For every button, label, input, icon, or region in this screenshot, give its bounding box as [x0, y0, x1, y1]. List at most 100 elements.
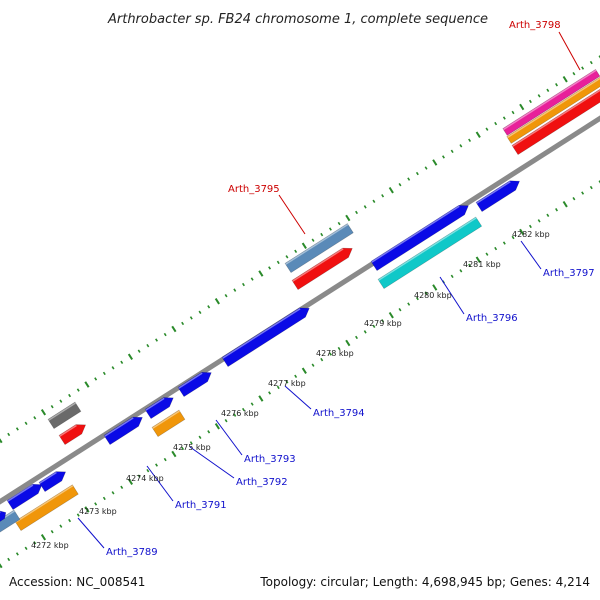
inner-tick [40, 534, 47, 541]
outer-tick [381, 194, 385, 198]
inner-tick [241, 407, 245, 412]
inner-tick [450, 274, 454, 279]
leader-line [146, 465, 174, 502]
inner-tick [407, 302, 411, 306]
outer-tick [546, 88, 550, 92]
inner-tick [7, 557, 11, 562]
outer-tick [398, 182, 402, 187]
scale-label: 4277 kbp [268, 379, 306, 388]
outer-tick [598, 55, 600, 59]
gene-label: Arth_3794 [313, 408, 365, 419]
leader-line [215, 419, 243, 456]
gene-feature [103, 416, 143, 446]
outer-tick [485, 127, 489, 131]
scale-label: 4273 kbp [79, 507, 117, 516]
inner-tick [94, 502, 98, 506]
inner-tick [301, 367, 307, 374]
outer-tick [24, 421, 28, 426]
inner-tick [137, 474, 141, 478]
inner-tick [372, 324, 376, 329]
scale-label: 4276 kbp [221, 409, 259, 418]
inner-tick [311, 363, 315, 367]
outer-tick [163, 332, 167, 337]
inner-tick [33, 541, 37, 545]
inner-tick [320, 357, 324, 362]
gene-label: Arth_3789 [106, 547, 158, 558]
inner-tick [50, 530, 54, 534]
gene-label: Arth_3797 [543, 268, 595, 279]
scale-label: 4278 kbp [316, 349, 354, 358]
outer-tick [250, 277, 254, 281]
outer-tick [171, 325, 177, 333]
outer-tick [459, 144, 463, 148]
inner-tick [155, 463, 159, 467]
inner-tick [198, 435, 202, 440]
inner-tick [337, 346, 341, 351]
scale-labels: 4272 kbp 4273 kbp 4274 kbp 4275 kbp 4276 kbp… [31, 230, 550, 550]
leader-line [439, 276, 465, 315]
outer-tick [450, 149, 454, 154]
outer-tick [311, 238, 315, 242]
outer-tick [189, 316, 193, 320]
gene-feature [291, 247, 353, 291]
outer-tick [328, 227, 332, 231]
inner-tick [555, 208, 559, 212]
outer-tick [68, 393, 72, 398]
outer-tick [537, 94, 541, 98]
gene-feature [177, 371, 212, 398]
inner-tick [328, 352, 332, 356]
scale-label: 4275 kbp [173, 443, 211, 452]
outer-tick [345, 214, 351, 222]
inner-tick [181, 446, 185, 451]
inner-tick [0, 563, 3, 569]
gene-feature-highlight [48, 402, 76, 421]
inner-tick [258, 395, 264, 402]
outer-tick [511, 110, 515, 115]
gene-feature-highlight [59, 424, 77, 437]
gene-label: Arth_3793 [244, 454, 296, 465]
gene-label: Arth_3795 [228, 184, 280, 195]
leader-line [558, 31, 581, 71]
inner-tick [363, 330, 367, 334]
outer-tick [337, 221, 341, 226]
inner-tick [24, 546, 28, 551]
outer-tick [363, 205, 367, 209]
outer-tick [268, 266, 272, 270]
scale-label: 4281 kbp [463, 260, 501, 269]
inner-tick [146, 468, 150, 473]
gene-feature-highlight [152, 410, 180, 429]
outer-tick [15, 427, 19, 431]
outer-tick [441, 155, 445, 159]
inner-tick [502, 241, 506, 245]
scale-label: 4280 kbp [414, 291, 452, 300]
outer-tick [285, 255, 289, 259]
outer-tick [102, 371, 106, 376]
leader-line [520, 240, 542, 270]
inner-tick [485, 252, 489, 256]
gene-feature [58, 424, 87, 446]
inner-tick [581, 191, 585, 195]
gene-feature [370, 205, 469, 272]
inner-tick [475, 256, 481, 263]
outer-tick [50, 405, 54, 409]
outer-tick [301, 242, 307, 249]
gene-feature-highlight [222, 308, 301, 359]
inner-tick [494, 246, 498, 251]
accession-text: Accession: NC_008541 [9, 575, 145, 589]
outer-tick [198, 310, 202, 315]
outer-tick [127, 353, 133, 360]
inner-tick [345, 339, 351, 347]
inner-tick [468, 263, 472, 267]
gene-feature-highlight [506, 77, 600, 139]
outer-tick [388, 186, 394, 194]
inner-tick [294, 374, 298, 378]
inner-tick [511, 235, 515, 240]
inner-tick [424, 291, 428, 295]
inner-tick [589, 185, 593, 190]
outer-tick [468, 138, 472, 142]
outer-tick [432, 159, 438, 166]
gene-feature [144, 397, 174, 420]
gene-label: Arth_3792 [236, 477, 288, 488]
outer-tick [40, 409, 47, 416]
